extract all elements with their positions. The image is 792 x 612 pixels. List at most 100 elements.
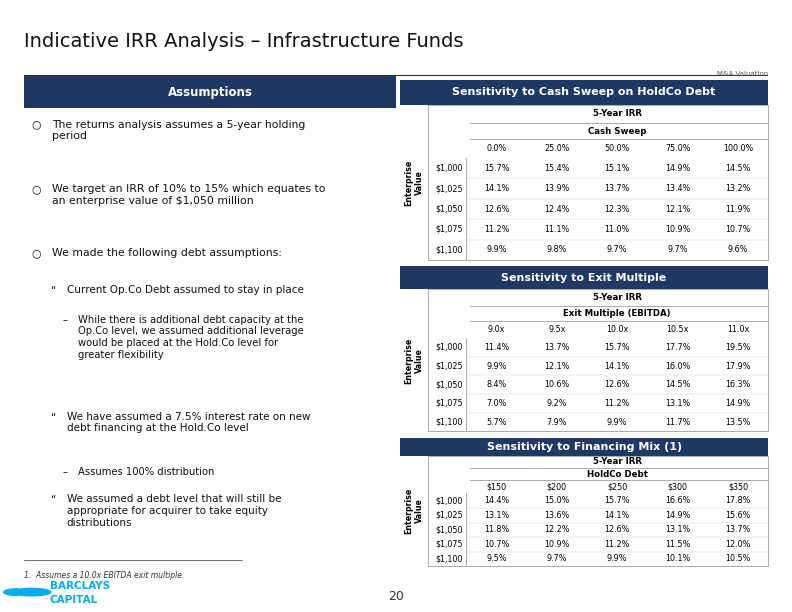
Text: 16.6%: 16.6%	[665, 496, 691, 506]
Text: 11.2%: 11.2%	[604, 540, 630, 549]
Text: 9.9%: 9.9%	[607, 554, 627, 563]
Text: 25.0%: 25.0%	[544, 144, 569, 153]
Text: 75.0%: 75.0%	[665, 144, 691, 153]
Text: 12.3%: 12.3%	[604, 204, 630, 214]
Text: 9.5%: 9.5%	[486, 554, 507, 563]
Text: $250: $250	[607, 482, 627, 491]
Text: 10.9%: 10.9%	[665, 225, 691, 234]
Text: 7.0%: 7.0%	[486, 399, 507, 408]
Text: 11.4%: 11.4%	[484, 343, 509, 352]
Text: 17.8%: 17.8%	[725, 496, 751, 506]
Text: 9.7%: 9.7%	[668, 245, 688, 255]
Text: The returns analysis assumes a 5-year holding
period: The returns analysis assumes a 5-year ho…	[51, 120, 305, 141]
Text: –: –	[63, 315, 68, 325]
Text: 15.0%: 15.0%	[544, 496, 569, 506]
Text: 10.9%: 10.9%	[544, 540, 569, 549]
Text: Sensitivity to Exit Multiple: Sensitivity to Exit Multiple	[501, 273, 667, 283]
Text: 9.5x: 9.5x	[548, 325, 565, 334]
Text: 50.0%: 50.0%	[604, 144, 630, 153]
Text: 15.6%: 15.6%	[725, 511, 751, 520]
Text: $1,050: $1,050	[435, 380, 463, 389]
FancyBboxPatch shape	[400, 438, 768, 455]
Text: 13.7%: 13.7%	[544, 343, 569, 352]
Text: 13.9%: 13.9%	[544, 184, 569, 193]
Text: 11.9%: 11.9%	[725, 204, 751, 214]
Text: $1,075: $1,075	[435, 540, 463, 549]
Text: 17.7%: 17.7%	[665, 343, 691, 352]
Text: $350: $350	[728, 482, 748, 491]
Text: $1,050: $1,050	[435, 525, 463, 534]
Text: 9.7%: 9.7%	[607, 245, 627, 255]
Text: Indicative IRR Analysis – Infrastructure Funds: Indicative IRR Analysis – Infrastructure…	[24, 32, 463, 51]
Text: 10.7%: 10.7%	[725, 225, 751, 234]
Text: 8.4%: 8.4%	[486, 380, 507, 389]
Text: 13.7%: 13.7%	[725, 525, 751, 534]
Text: “: “	[50, 412, 55, 422]
FancyBboxPatch shape	[400, 80, 768, 105]
Text: 9.9%: 9.9%	[486, 362, 507, 371]
Text: “: “	[50, 285, 55, 295]
Text: 14.9%: 14.9%	[665, 511, 691, 520]
Text: –: –	[63, 466, 68, 477]
Text: 10.5%: 10.5%	[725, 554, 751, 563]
Text: BARCLAYS: BARCLAYS	[50, 581, 110, 591]
Text: ○: ○	[31, 248, 40, 258]
Text: 9.0x: 9.0x	[488, 325, 505, 334]
Text: $1,025: $1,025	[435, 511, 463, 520]
Text: “: “	[50, 494, 55, 504]
Text: 9.2%: 9.2%	[546, 399, 567, 408]
Text: 20: 20	[388, 590, 404, 603]
Text: 1.  Assumes a 10.0x EBITDA exit multiple.: 1. Assumes a 10.0x EBITDA exit multiple.	[24, 571, 184, 580]
Text: $1,000: $1,000	[435, 164, 463, 173]
Text: $300: $300	[668, 482, 687, 491]
Circle shape	[13, 588, 51, 596]
Text: We have assumed a 7.5% interest rate on new
debt financing at the Hold.Co level: We have assumed a 7.5% interest rate on …	[67, 412, 310, 433]
Text: We made the following debt assumptions:: We made the following debt assumptions:	[51, 248, 281, 258]
Text: 11.7%: 11.7%	[665, 417, 691, 427]
Text: M&A Valuation: M&A Valuation	[717, 70, 768, 76]
Text: $1,100: $1,100	[435, 245, 463, 255]
Polygon shape	[4, 589, 17, 595]
Text: 9.9%: 9.9%	[486, 245, 507, 255]
Text: $1,000: $1,000	[435, 343, 463, 352]
Text: 5-Year IRR: 5-Year IRR	[592, 458, 642, 466]
Text: 14.1%: 14.1%	[604, 511, 630, 520]
Text: $1,075: $1,075	[435, 399, 463, 408]
Text: 12.6%: 12.6%	[604, 525, 630, 534]
Text: 5-Year IRR: 5-Year IRR	[592, 110, 642, 118]
Text: 11.2%: 11.2%	[484, 225, 509, 234]
Text: 19.5%: 19.5%	[725, 343, 751, 352]
Text: ○: ○	[31, 120, 40, 130]
Text: Current Op.Co Debt assumed to stay in place: Current Op.Co Debt assumed to stay in pl…	[67, 285, 303, 295]
Text: 15.1%: 15.1%	[604, 164, 630, 173]
Text: 5-Year IRR: 5-Year IRR	[592, 293, 642, 302]
Text: $1,100: $1,100	[435, 554, 463, 563]
Text: $1,050: $1,050	[435, 204, 463, 214]
Text: ○: ○	[31, 184, 40, 194]
Text: 16.0%: 16.0%	[665, 362, 691, 371]
Text: We assumed a debt level that will still be
appropriate for acquirer to take equi: We assumed a debt level that will still …	[67, 494, 281, 528]
Text: 100.0%: 100.0%	[723, 144, 753, 153]
Text: 12.4%: 12.4%	[544, 204, 569, 214]
Text: 9.9%: 9.9%	[607, 417, 627, 427]
Text: Sensitivity to Financing Mix (1): Sensitivity to Financing Mix (1)	[486, 442, 682, 452]
Text: 13.4%: 13.4%	[665, 184, 691, 193]
Text: 15.4%: 15.4%	[544, 164, 569, 173]
FancyBboxPatch shape	[400, 266, 768, 289]
Text: 12.1%: 12.1%	[544, 362, 569, 371]
Text: 15.7%: 15.7%	[484, 164, 509, 173]
Text: Assumptions: Assumptions	[167, 86, 253, 99]
Text: 12.2%: 12.2%	[544, 525, 569, 534]
Text: $1,025: $1,025	[435, 362, 463, 371]
Text: $1,000: $1,000	[435, 496, 463, 506]
Text: 13.2%: 13.2%	[725, 184, 751, 193]
Text: 11.0%: 11.0%	[604, 225, 630, 234]
Text: 12.6%: 12.6%	[484, 204, 509, 214]
Text: CAPITAL: CAPITAL	[50, 594, 98, 605]
Text: Enterprise
Value: Enterprise Value	[404, 159, 424, 206]
FancyBboxPatch shape	[24, 76, 396, 108]
Text: 12.6%: 12.6%	[604, 380, 630, 389]
Text: 11.8%: 11.8%	[484, 525, 509, 534]
Text: 14.4%: 14.4%	[484, 496, 509, 506]
Text: 7.9%: 7.9%	[546, 417, 567, 427]
